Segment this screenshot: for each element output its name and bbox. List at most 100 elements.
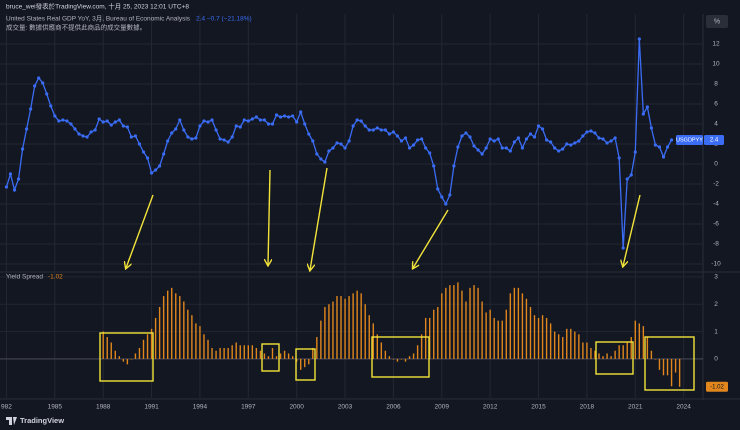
point [254,115,258,119]
y-tick-label: 10 [712,61,720,68]
bar [271,347,274,359]
point [81,134,85,138]
bar [154,317,157,359]
bar [408,356,411,359]
point [178,118,182,122]
point [266,122,271,126]
point [428,151,432,155]
point [383,128,387,132]
bar [223,347,225,359]
bar [138,347,141,359]
arrow [413,209,449,268]
point [73,127,77,131]
point [395,134,400,138]
point [500,146,504,150]
bar [300,358,302,370]
point [448,193,452,197]
point [327,149,331,153]
point [291,114,295,118]
point [93,128,97,132]
point [113,120,117,124]
bar [674,358,677,373]
arrow [623,194,641,266]
point [553,146,557,150]
bar [622,345,624,359]
point [524,137,529,141]
bar [497,320,499,359]
point [242,118,246,122]
x-tick-label: 2018 [580,404,595,411]
y-tick-label: 6 [714,101,718,108]
point [504,146,508,150]
bar [469,287,471,359]
y-tick-label: 4 [714,121,718,128]
bar [541,315,544,359]
highlight-box [295,348,316,381]
bar [203,334,205,359]
bar [654,358,657,360]
point [158,164,162,168]
point [230,135,234,139]
point [339,142,343,146]
point [69,122,73,126]
point [665,145,670,149]
bar [481,301,483,359]
bar [396,358,399,362]
plot-area [0,14,703,398]
point [129,135,134,139]
bar [537,317,540,359]
point [488,137,492,141]
point [625,177,629,181]
logo[interactable]: TradingView [20,416,64,425]
point [641,112,645,116]
point [206,120,210,124]
point [270,122,275,126]
bar [187,309,189,359]
bar [324,306,326,359]
bar [465,301,467,359]
highlight-box [595,341,634,375]
point [399,139,404,143]
pane-value: -1.02 [48,274,63,281]
point [432,164,436,168]
bar [332,301,334,359]
x-tick-label: 1991 [144,404,159,411]
x-tick-label: 2003 [338,404,353,411]
bar [227,347,229,359]
point [460,134,464,138]
point [403,136,408,140]
point [629,173,633,177]
bar [320,320,322,359]
point [633,150,637,154]
point [609,139,613,143]
point [278,115,283,119]
point [222,138,226,142]
bar [126,358,129,365]
bar [183,301,185,359]
logo-icon[interactable] [6,417,17,425]
point [299,110,303,114]
bar [598,353,600,359]
point [440,195,444,199]
unit-label[interactable]: % [714,18,720,25]
bar [247,345,250,359]
pane-title: Yield Spread [6,274,43,281]
point [484,146,488,150]
point [407,146,412,150]
bar [263,353,266,359]
bar [231,345,233,359]
point [649,126,654,130]
bar [477,287,479,359]
bar [574,331,576,359]
bar [255,347,258,359]
point [343,146,347,150]
point [661,155,666,159]
point [621,246,625,250]
point [669,138,674,142]
bar [376,334,378,359]
point [379,128,383,132]
bar [166,290,169,359]
bar [283,350,286,359]
bar [602,356,604,359]
unit-button[interactable] [706,15,728,28]
